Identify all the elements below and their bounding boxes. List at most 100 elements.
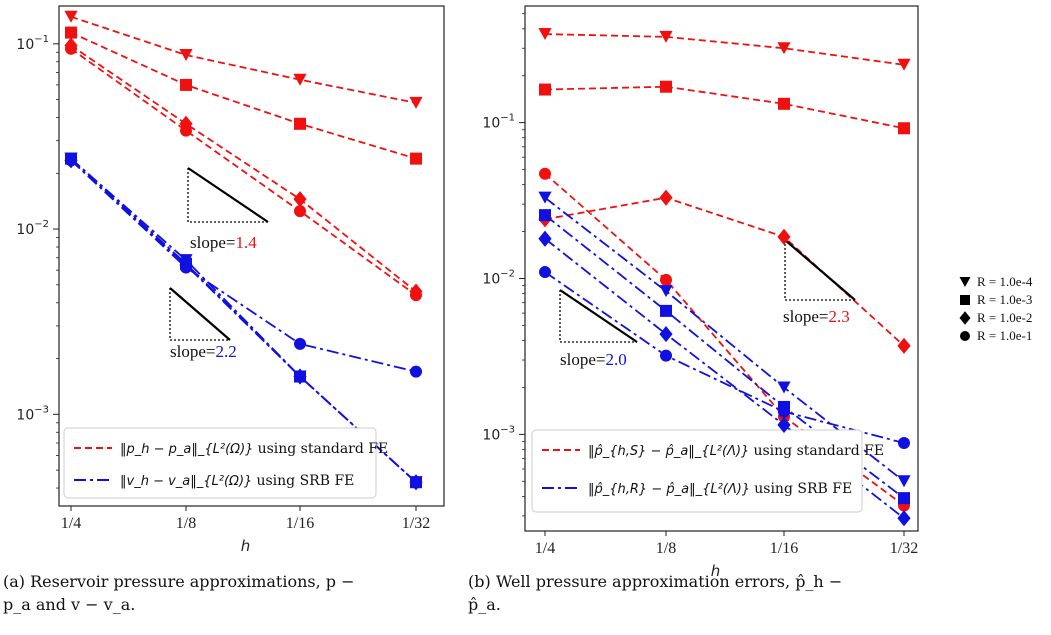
slope-label: slope=2.2 <box>170 342 237 361</box>
series-line-srb-circle <box>70 159 417 373</box>
caption-b-line2: p̂_a. <box>468 595 501 614</box>
data-point <box>65 154 77 167</box>
data-point <box>660 349 672 362</box>
data-point <box>898 122 910 135</box>
x-axis-label: h <box>711 562 721 580</box>
marker-legend-triangle-down <box>959 277 971 287</box>
y-tick-label: 10−2 <box>482 269 515 288</box>
data-point <box>659 30 673 43</box>
x-tick-label: 1/32 <box>890 540 918 557</box>
marker-legend-label: R = 1.0e-2 <box>977 310 1032 325</box>
data-point <box>777 42 791 55</box>
slope-legs <box>187 168 268 223</box>
caption-b-line1: (b) Well pressure approximation errors, … <box>468 572 843 591</box>
slope-hypotenuse <box>559 289 638 343</box>
data-point <box>410 289 422 302</box>
data-point <box>294 205 306 218</box>
marker-legend-label: R = 1.0e-1 <box>977 328 1032 343</box>
data-point <box>660 80 672 93</box>
slope-legs <box>169 288 230 341</box>
data-point <box>293 73 307 86</box>
data-point <box>410 365 422 378</box>
series-line-standard-diamond <box>70 44 417 293</box>
legend-entry: ‖p̂_{h,S} − p̂_a‖_{L²(Λ)} using standard… <box>588 443 884 459</box>
series-line-standard-triangle-down <box>544 33 905 66</box>
y-tick-label: 10−3 <box>482 424 515 443</box>
data-point <box>539 167 551 180</box>
plot-frame <box>524 5 919 532</box>
legend-entry: ‖p̂_{h,R} − p̂_a‖_{L²(Λ)} using SRB FE <box>588 481 852 497</box>
x-tick-label: 1/8 <box>656 540 676 557</box>
slope-hypotenuse <box>169 287 231 341</box>
data-point <box>777 416 791 434</box>
data-point <box>179 49 193 62</box>
data-point <box>65 26 77 39</box>
series-line-standard-circle <box>544 173 905 507</box>
slope-label: slope=1.4 <box>190 233 257 252</box>
plot-frame <box>58 5 445 507</box>
data-point <box>659 285 673 298</box>
data-point <box>659 325 673 343</box>
chart-panel-a: 10−1 10−2 10−3 1/4 1/8 1/16 1/32 h slope=1.4 slop… <box>16 5 445 555</box>
legend-box <box>63 427 377 499</box>
chart-panel-b: 10−1 10−2 10−3 1/4 1/8 1/16 1/32 h slope=2.3 slop… <box>482 5 919 580</box>
series-line-standard-square <box>70 31 417 160</box>
legend-entry: ‖v_h − v_a‖_{L²(Ω)} using SRB FE <box>120 473 354 489</box>
data-point <box>410 152 422 165</box>
x-axis-label: h <box>241 537 251 555</box>
data-point <box>538 191 552 204</box>
legend-entry: ‖p_h − p_a‖_{L²(Ω)} using standard FE <box>120 441 388 457</box>
marker-legend-circle <box>960 331 970 341</box>
x-tick-label: 1/8 <box>176 515 196 532</box>
slope-legs <box>784 240 855 301</box>
data-point <box>180 124 192 137</box>
marker-legend-diamond <box>959 311 971 325</box>
legend-box <box>531 429 863 513</box>
marker-legend-label: R = 1.0e-3 <box>977 292 1032 307</box>
slope-hypotenuse <box>784 239 856 301</box>
series-line-srb-triangle-down <box>544 196 905 483</box>
x-tick-label: 1/16 <box>286 515 314 532</box>
data-point <box>294 117 306 130</box>
marker-legend-label: R = 1.0e-4 <box>977 274 1033 289</box>
caption-a-line1: (a) Reservoir pressure approximations, p… <box>3 572 355 591</box>
data-point <box>180 78 192 91</box>
slope-label: slope=2.3 <box>783 307 850 326</box>
y-tick-label: 10−1 <box>482 113 515 132</box>
marker-legend-square <box>960 295 970 305</box>
x-tick-label: 1/4 <box>535 540 555 557</box>
data-point <box>64 10 78 23</box>
data-point <box>293 191 307 208</box>
data-point <box>293 368 307 385</box>
data-point <box>778 97 790 110</box>
series-line-standard-square <box>544 85 905 130</box>
series-line-srb-square <box>544 214 905 499</box>
data-point <box>778 405 790 418</box>
x-tick-label: 1/4 <box>61 515 81 532</box>
data-point <box>539 209 551 222</box>
data-point <box>897 475 911 488</box>
data-point <box>539 266 551 279</box>
data-point <box>538 28 552 41</box>
y-tick-label: 10−3 <box>16 404 49 423</box>
data-point <box>65 42 77 55</box>
data-point <box>897 510 911 527</box>
data-point <box>409 96 423 109</box>
data-point <box>898 437 910 450</box>
marker-legend: R = 1.0e-4 R = 1.0e-3 R = 1.0e-2 R = 1.0e-1 <box>977 274 1033 343</box>
data-point <box>539 83 551 96</box>
slope-label: slope=2.0 <box>560 350 627 369</box>
caption-a-line2: p_a and v − v_a. <box>3 595 136 614</box>
data-point <box>660 273 672 286</box>
data-point <box>180 261 192 274</box>
data-point <box>660 304 672 317</box>
slope-legs <box>559 290 637 343</box>
data-point <box>897 58 911 71</box>
y-tick-label: 10−1 <box>16 34 49 53</box>
data-point <box>409 474 423 491</box>
series-line-standard-triangle-down <box>70 15 417 104</box>
y-tick-label: 10−2 <box>16 219 49 238</box>
slope-hypotenuse <box>187 167 269 223</box>
data-point <box>777 228 791 245</box>
